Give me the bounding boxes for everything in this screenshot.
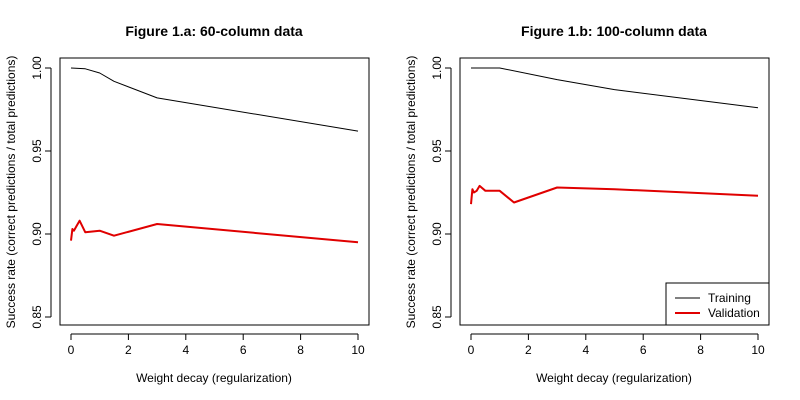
x-tick-label: 6 [240, 343, 247, 357]
chart-a-plot-frame [59, 57, 370, 326]
chart-a-x-axis: 0 2 4 6 8 10 [68, 333, 365, 357]
x-tick-label: 8 [297, 343, 304, 357]
legend-training-label: Training [708, 291, 751, 305]
chart-a-series-layer [70, 67, 359, 244]
series-line-training [70, 67, 359, 132]
x-tick-label: 0 [468, 343, 475, 357]
chart-b-x-axis: 0 2 4 6 8 10 [468, 333, 765, 357]
x-tick-label: 4 [582, 343, 589, 357]
y-tick-label: 0.90 [30, 222, 44, 246]
series-line-validation [470, 184, 759, 205]
chart-b-x-axis-label: Weight decay (regularization) [536, 371, 692, 385]
x-tick-label: 0 [68, 343, 75, 357]
chart-b-legend: Training Validation [665, 282, 770, 326]
chart-b-y-axis-label: Success rate (correct predictions / tota… [404, 56, 418, 329]
chart-a-y-axis-label: Success rate (correct predictions / tota… [4, 56, 18, 329]
chart-b-legend-box [665, 282, 770, 326]
y-tick-label: 1.00 [430, 56, 444, 80]
y-tick-label: 0.95 [430, 139, 444, 163]
y-tick-label: 0.85 [430, 305, 444, 329]
x-tick-label: 10 [351, 343, 365, 357]
chart-a-y-axis: 0.85 0.90 0.95 1.00 [30, 56, 52, 329]
chart-a-title: Figure 1.a: 60-column data [125, 23, 303, 39]
chart-a-x-axis-label: Weight decay (regularization) [136, 371, 292, 385]
y-tick-label: 1.00 [30, 56, 44, 80]
x-tick-label: 2 [525, 343, 532, 357]
y-tick-label: 0.95 [30, 139, 44, 163]
x-tick-label: 10 [751, 343, 765, 357]
x-tick-label: 6 [640, 343, 647, 357]
y-tick-label: 0.85 [30, 305, 44, 329]
y-tick-label: 0.90 [430, 222, 444, 246]
chart-b-y-axis: 0.85 0.90 0.95 1.00 [430, 56, 452, 329]
series-line-validation [70, 219, 359, 244]
x-tick-label: 4 [182, 343, 189, 357]
chart-panel-a: Figure 1.a: 60-column data 0 2 4 6 8 10 0.850… [4, 23, 370, 385]
series-line-training [471, 67, 759, 109]
chart-panel-b: Figure 1.b: 100-column data 0 2 4 6 8 10 0.85… [404, 23, 770, 385]
x-tick-label: 8 [697, 343, 704, 357]
legend-validation-label: Validation [708, 306, 760, 320]
chart-b-title: Figure 1.b: 100-column data [521, 23, 707, 39]
chart-b-series-layer [470, 67, 759, 205]
chart-b-plot-frame [459, 57, 770, 326]
x-tick-label: 2 [125, 343, 132, 357]
